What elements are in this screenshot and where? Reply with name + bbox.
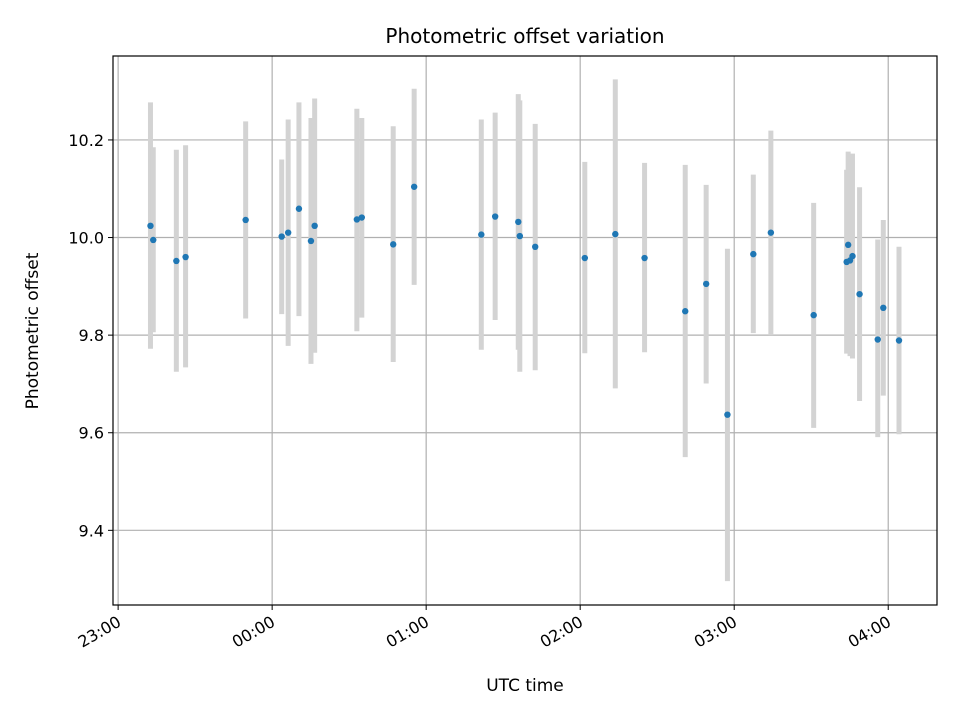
chart-title: Photometric offset variation bbox=[385, 24, 664, 48]
data-point bbox=[358, 214, 365, 221]
data-point bbox=[478, 231, 485, 238]
y-tick-label: 9.4 bbox=[79, 521, 104, 540]
data-point bbox=[353, 216, 361, 223]
data-point bbox=[849, 252, 856, 260]
data-point bbox=[702, 280, 710, 288]
data-point bbox=[874, 336, 881, 343]
data-point bbox=[242, 216, 249, 224]
data-point bbox=[182, 253, 189, 261]
data-point bbox=[295, 205, 303, 212]
data-points bbox=[147, 183, 903, 418]
data-point bbox=[724, 411, 731, 418]
data-point bbox=[810, 311, 817, 319]
y-tick-label: 10.2 bbox=[68, 131, 104, 150]
data-point bbox=[581, 254, 589, 262]
data-point bbox=[515, 218, 522, 226]
y-tick-label: 10.0 bbox=[68, 229, 104, 248]
data-point bbox=[895, 337, 903, 344]
x-tick-label: 02:00 bbox=[537, 612, 586, 652]
data-point bbox=[856, 290, 863, 298]
plot-frame bbox=[112, 55, 938, 606]
data-point bbox=[880, 304, 887, 312]
x-axis-title: UTC time bbox=[486, 676, 564, 696]
x-tick-label: 03:00 bbox=[691, 612, 740, 652]
data-point bbox=[491, 213, 499, 220]
data-point bbox=[311, 222, 318, 230]
grid bbox=[113, 56, 937, 605]
error-bars bbox=[147, 79, 902, 582]
data-point bbox=[641, 254, 648, 262]
x-tick-label: 23:00 bbox=[75, 612, 124, 652]
y-tick-label: 9.8 bbox=[79, 326, 104, 345]
x-tick-label: 04:00 bbox=[845, 612, 894, 652]
data-point bbox=[307, 237, 315, 245]
y-tick-label: 9.6 bbox=[79, 424, 104, 443]
data-point bbox=[278, 233, 285, 240]
y-axis-title: Photometric offset bbox=[23, 252, 43, 409]
data-point bbox=[844, 241, 852, 249]
data-point bbox=[612, 230, 619, 238]
data-point bbox=[750, 250, 757, 258]
data-point bbox=[150, 236, 157, 244]
data-point bbox=[516, 232, 524, 240]
data-point bbox=[390, 241, 397, 248]
data-point bbox=[410, 183, 418, 190]
data-point bbox=[532, 243, 539, 251]
data-point bbox=[284, 229, 292, 236]
data-point bbox=[173, 257, 180, 265]
data-point bbox=[767, 229, 775, 236]
data-point bbox=[147, 222, 154, 230]
x-tick-label: 00:00 bbox=[229, 612, 278, 652]
data-point bbox=[682, 308, 689, 315]
x-tick-label: 01:00 bbox=[383, 612, 432, 652]
